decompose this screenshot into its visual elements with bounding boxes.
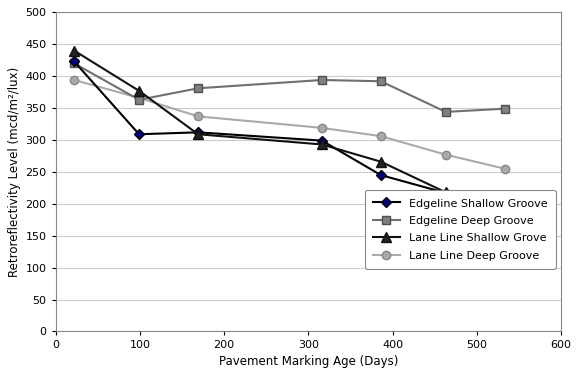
Y-axis label: Retroreflectivity Level (mcd/m²/lux): Retroreflectivity Level (mcd/m²/lux) <box>8 67 21 277</box>
Legend: Edgeline Shallow Groove, Edgeline Deep Groove, Lane Line Shallow Grove, Lane Lin: Edgeline Shallow Groove, Edgeline Deep G… <box>365 190 556 269</box>
X-axis label: Pavement Marking Age (Days): Pavement Marking Age (Days) <box>219 355 398 368</box>
